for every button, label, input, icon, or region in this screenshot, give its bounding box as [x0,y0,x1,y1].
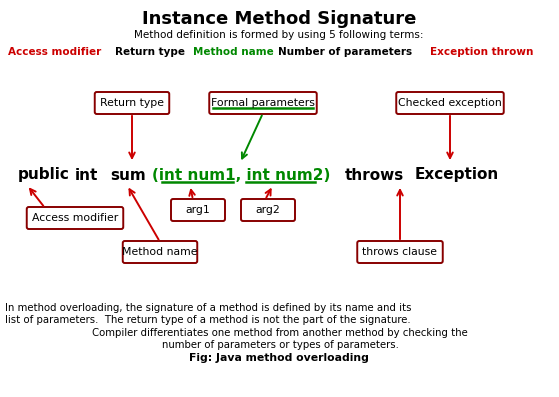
Text: int: int [75,168,98,183]
Text: Method definition is formed by using 5 following terms:: Method definition is formed by using 5 f… [134,30,424,40]
FancyBboxPatch shape [171,199,225,221]
Text: Formal parameters: Formal parameters [211,98,315,108]
FancyBboxPatch shape [94,92,169,114]
FancyBboxPatch shape [123,241,197,263]
Text: Exception: Exception [415,168,499,183]
Text: arg2: arg2 [255,205,281,215]
Text: Fig: Java method overloading: Fig: Java method overloading [189,353,369,363]
Text: arg1: arg1 [186,205,210,215]
FancyBboxPatch shape [241,199,295,221]
FancyBboxPatch shape [209,92,317,114]
FancyBboxPatch shape [396,92,504,114]
Text: public: public [18,168,70,183]
Text: number of parameters or types of parameters.: number of parameters or types of paramet… [162,340,399,350]
Text: Exception thrown: Exception thrown [430,47,533,57]
Text: Method name: Method name [193,47,274,57]
Text: list of parameters.  The return type of a method is not the part of the signatur: list of parameters. The return type of a… [5,315,411,325]
Text: (int num1, int num2): (int num1, int num2) [152,168,330,183]
Text: Return type: Return type [100,98,164,108]
Text: Access modifier: Access modifier [32,213,118,223]
Text: throws: throws [345,168,404,183]
Text: Checked exception: Checked exception [398,98,502,108]
Text: In method overloading, the signature of a method is defined by its name and its: In method overloading, the signature of … [5,303,411,313]
Text: throws clause: throws clause [362,247,438,257]
Text: Number of parameters: Number of parameters [278,47,412,57]
FancyBboxPatch shape [27,207,123,229]
Text: sum: sum [110,168,146,183]
Text: Access modifier: Access modifier [8,47,101,57]
Text: Return type: Return type [115,47,185,57]
Text: Compiler differentiates one method from another method by checking the: Compiler differentiates one method from … [92,328,468,338]
Text: Method name: Method name [122,247,198,257]
Text: Instance Method Signature: Instance Method Signature [142,10,416,28]
FancyBboxPatch shape [357,241,443,263]
